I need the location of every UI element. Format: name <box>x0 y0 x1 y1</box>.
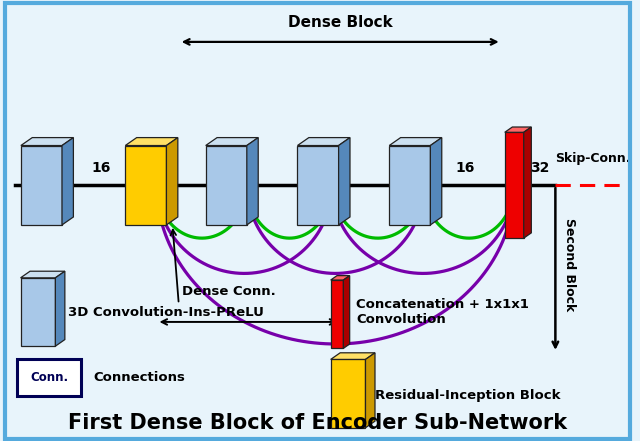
Polygon shape <box>56 271 65 346</box>
Polygon shape <box>430 138 442 225</box>
Polygon shape <box>20 271 65 278</box>
Text: First Dense Block of Encoder Sub-Network: First Dense Block of Encoder Sub-Network <box>68 413 568 434</box>
Polygon shape <box>125 146 166 225</box>
Text: Skip-Conn.: Skip-Conn. <box>556 152 631 165</box>
Polygon shape <box>331 353 375 359</box>
Polygon shape <box>389 146 430 225</box>
Polygon shape <box>331 359 365 428</box>
Text: Conn.: Conn. <box>30 371 68 384</box>
Polygon shape <box>331 280 343 348</box>
Polygon shape <box>505 132 524 238</box>
Polygon shape <box>298 146 339 225</box>
Polygon shape <box>21 146 62 225</box>
Text: Connections: Connections <box>93 371 185 384</box>
Polygon shape <box>524 127 531 238</box>
Polygon shape <box>343 276 349 348</box>
FancyBboxPatch shape <box>17 359 81 396</box>
Text: 16: 16 <box>456 161 475 175</box>
Polygon shape <box>125 138 178 146</box>
Text: Dense Block: Dense Block <box>288 15 392 30</box>
Polygon shape <box>298 138 350 146</box>
Text: Dense Conn.: Dense Conn. <box>182 284 276 298</box>
Polygon shape <box>339 138 350 225</box>
Polygon shape <box>331 276 349 280</box>
Text: 16: 16 <box>92 161 111 175</box>
Text: 32: 32 <box>530 161 549 175</box>
Polygon shape <box>21 138 74 146</box>
Text: 3D Convolution-Ins-PReLU: 3D Convolution-Ins-PReLU <box>68 306 264 318</box>
Polygon shape <box>247 138 258 225</box>
Text: Concatenation + 1x1x1
Convolution: Concatenation + 1x1x1 Convolution <box>356 298 529 326</box>
Polygon shape <box>205 146 247 225</box>
Polygon shape <box>505 127 531 132</box>
Text: Second Block: Second Block <box>563 218 576 311</box>
Polygon shape <box>20 278 56 346</box>
Polygon shape <box>205 138 258 146</box>
Polygon shape <box>389 138 442 146</box>
Text: Residual-Inception Block: Residual-Inception Block <box>375 389 561 402</box>
Polygon shape <box>365 353 375 428</box>
Polygon shape <box>62 138 74 225</box>
Polygon shape <box>166 138 178 225</box>
